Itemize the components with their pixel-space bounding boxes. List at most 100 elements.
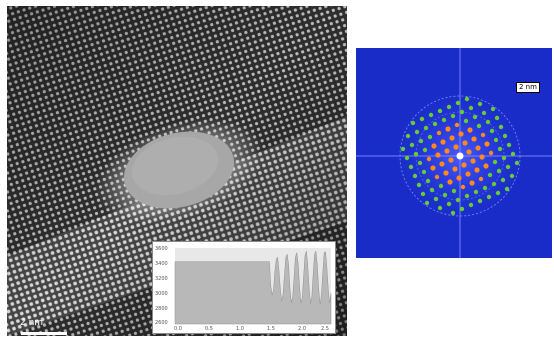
profile-plot (174, 248, 332, 325)
fft-spot (417, 160, 423, 166)
scale-bar-label: 2 nm (20, 318, 44, 328)
fft-spot (433, 196, 439, 202)
fft-spot (410, 120, 416, 126)
fft-spot (470, 158, 476, 164)
fft-spot (416, 182, 422, 188)
fft-spot (422, 147, 428, 153)
fft-spot (450, 113, 456, 119)
fft-spot (477, 101, 483, 107)
scale-bar (21, 332, 67, 335)
fft-spot (431, 143, 437, 149)
fft-spot (419, 116, 425, 122)
fft-spot (514, 160, 520, 166)
fft-spot (440, 139, 446, 145)
fft-spot (465, 171, 471, 177)
fft-spot (504, 186, 510, 192)
profile-line (174, 250, 332, 325)
fft-spot (427, 134, 433, 140)
fft-image (356, 48, 552, 258)
fft-spot (447, 179, 453, 185)
x-tick: 0.0 (174, 326, 182, 332)
fft-spot (429, 187, 435, 193)
fft-spot (445, 126, 451, 132)
fft-spot (437, 108, 443, 114)
fft-spot (454, 122, 460, 128)
x-tick: 2.0 (298, 326, 306, 332)
fft-spot (430, 165, 436, 171)
fft-spot (466, 149, 472, 155)
fft-spot (438, 183, 444, 189)
fft-spot (509, 173, 515, 179)
fft-spot (469, 180, 475, 186)
fft-spot (453, 144, 459, 150)
fft-pattern: 2 nm (356, 48, 552, 258)
fft-spot (455, 100, 461, 106)
fft-spot (436, 130, 442, 136)
fft-spot (451, 188, 457, 194)
fft-spot (408, 164, 414, 170)
y-tick: 3200 (155, 276, 168, 282)
fft-spot (471, 136, 477, 142)
fft-spot (487, 172, 493, 178)
fft-spot (400, 146, 406, 152)
fft-spot (498, 124, 504, 130)
fft-spot (463, 118, 469, 124)
fft-spot (489, 128, 495, 134)
fft-spot (448, 157, 454, 163)
fft-spot (414, 129, 420, 135)
fft-spot (472, 114, 478, 120)
y-tick: 3000 (155, 291, 168, 297)
fft-scale-label: 2 nm (516, 82, 540, 93)
fft-spot (426, 156, 432, 162)
fft-spot (464, 96, 470, 102)
fft-spot (482, 185, 488, 191)
fft-spot (500, 177, 506, 183)
fft-spot (459, 206, 465, 212)
y-tick: 2600 (155, 320, 168, 326)
fft-spot (455, 197, 461, 203)
x-tick: 2.5 (321, 326, 329, 332)
fft-spot (467, 127, 473, 133)
fft-spot (468, 105, 474, 111)
fft-spot (477, 198, 483, 204)
fft-spot (425, 178, 431, 184)
fft-spot (485, 119, 491, 125)
fft-spot (452, 166, 458, 172)
fft-spot (486, 194, 492, 200)
fft-spot (505, 164, 511, 170)
fft-spot (494, 115, 500, 121)
fft-spot (450, 210, 456, 216)
fft-spot (446, 201, 452, 207)
fft-spot (405, 133, 411, 139)
fft-spot (480, 132, 486, 138)
fft-spot (488, 150, 494, 156)
fft-spot (446, 104, 452, 110)
fft-spot (479, 154, 485, 160)
fft-spot (428, 112, 434, 118)
fft-spot (444, 148, 450, 154)
x-tick: 1.0 (236, 326, 244, 332)
y-tick: 3600 (155, 246, 168, 252)
fft-spot (491, 181, 497, 187)
fft-spot (496, 168, 502, 174)
fft-spot (449, 135, 455, 141)
x-tick: 0.5 (205, 326, 213, 332)
fft-spot (456, 175, 462, 181)
fft-spot (418, 138, 424, 144)
fft-spot (443, 170, 449, 176)
fft-spot (439, 161, 445, 167)
fft-spot (483, 163, 489, 169)
fft-spot (468, 202, 474, 208)
fft-spot (420, 191, 426, 197)
y-tick: 2800 (155, 306, 168, 312)
fft-spot (409, 142, 415, 148)
fft-spot (474, 167, 480, 173)
fft-spot (493, 137, 499, 143)
fft-spot (421, 169, 427, 175)
intensity-profile-inset: 3600 3400 3200 3000 2800 2600 0.0 0.5 1.… (152, 241, 336, 334)
fft-center-spot (456, 152, 464, 160)
fft-spot (497, 146, 503, 152)
fft-spot (459, 109, 465, 115)
fft-spot (462, 140, 468, 146)
